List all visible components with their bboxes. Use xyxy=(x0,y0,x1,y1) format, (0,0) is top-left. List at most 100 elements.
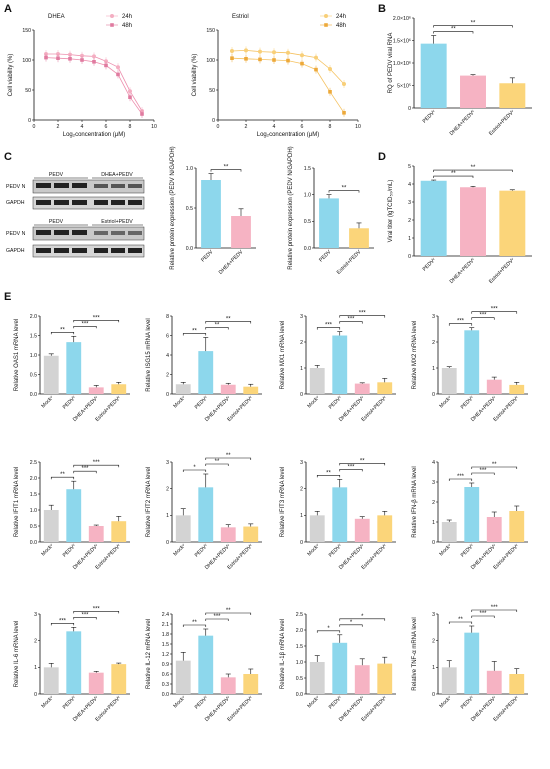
chart-e11-y-tick-label: 0.0 xyxy=(296,692,303,698)
blot1-header-dhea: DHEA+PEDV xyxy=(101,172,133,178)
x-tick-label: Mockᵛ xyxy=(306,543,320,557)
panel-label-a: A xyxy=(4,3,12,15)
chart-b: 0 5×10⁵ 1.0×10⁶ 1.5×10⁶ 2.0×10⁶ RQ of PEDV vi… xyxy=(388,16,532,137)
significance-bracket xyxy=(471,317,495,320)
bar xyxy=(66,342,82,394)
chart-e2: 0 2 4 6 8 Relative ISG15 mRNA level Mockᵛ PEDVᵛ… xyxy=(146,314,262,423)
panel-label-d: D xyxy=(378,151,386,163)
chart-a2: 0 50 100 150 Cell viability (%) 0 2 4 6 8 10 Log₂co… xyxy=(192,14,361,138)
x-tick-label: Mockᵛ xyxy=(40,395,54,409)
significance-bracket xyxy=(339,618,386,621)
data-point xyxy=(244,57,248,61)
x-tick-label: 2 xyxy=(245,124,248,130)
data-point xyxy=(128,89,132,94)
x-tick-label: PEDV xyxy=(318,249,333,264)
significance-label: ** xyxy=(60,472,65,478)
chart-e8-y-tick-label: 2 xyxy=(432,500,435,506)
chart-e5-y-tick-label: 0.0 xyxy=(30,540,37,546)
significance-label: ** xyxy=(226,453,231,459)
chart-e7-y-tick-label: 1 xyxy=(300,513,303,519)
x-tick-label: PEDVᵛ xyxy=(328,395,344,411)
significance-bracket xyxy=(433,169,513,173)
blot-set-estriol: PEDV Estriol+PEDV PEDV N GAPDH xyxy=(6,219,145,258)
blot1-band xyxy=(36,183,51,188)
chart-e12-y-tick-label: 2 xyxy=(432,638,435,644)
bar xyxy=(43,667,59,694)
significance-bracket xyxy=(328,190,360,193)
x-tick-label: 4 xyxy=(273,124,276,130)
chart-e11-y-tick-label: 1.0 xyxy=(296,660,303,666)
chart-e8: 0 1 2 3 4 Relative IFN-β mRNA level Mockᵛ PEDVᵛ… xyxy=(412,460,528,571)
x-tick-label: Estriol+PEDVᵛ xyxy=(488,109,516,137)
bar xyxy=(43,510,59,542)
chart-d-y-tick-label: 5 xyxy=(408,164,411,170)
significance-label: * xyxy=(327,626,330,632)
chart-e11-y-tick-label: 1.5 xyxy=(296,644,303,650)
significance-label: *** xyxy=(93,606,101,612)
chart-e10-y-tick-label: 2.1 xyxy=(162,622,169,628)
chart-e6-y-tick-label: 3 xyxy=(166,460,169,466)
legend-label: 24h xyxy=(122,14,132,20)
chart-e2-y-tick-label: 2 xyxy=(166,372,169,378)
chart-e8-y-tick-label: 4 xyxy=(432,460,435,466)
chart-e11: 0.0 0.5 1.0 1.5 2.0 2.5 Relative IL-1β mRNA le… xyxy=(280,612,396,723)
chart-e2-y-tick-label: 0 xyxy=(166,392,169,398)
bar xyxy=(66,631,82,694)
blot2-label-pedv-n: PEDV N xyxy=(6,231,26,237)
significance-bracket xyxy=(339,469,363,472)
bar xyxy=(309,515,325,542)
chart-b-y-tick-label: 0 xyxy=(408,106,411,112)
chart-e9-y-tick-label: 2 xyxy=(34,638,37,644)
x-tick-label: 10 xyxy=(355,124,361,130)
x-tick-label: Mockᵛ xyxy=(438,695,452,709)
bar xyxy=(441,522,457,542)
chart-e10-y-tick-label: 0.6 xyxy=(162,672,169,678)
blot1-band xyxy=(128,184,142,188)
chart-e8-y-tick-label: 0 xyxy=(432,540,435,546)
bar xyxy=(243,674,259,694)
data-point xyxy=(56,56,60,60)
bar xyxy=(354,665,370,694)
data-point xyxy=(56,52,60,56)
legend-label: 48h xyxy=(122,23,132,29)
significance-label: *** xyxy=(81,321,89,327)
chart-a2-y-tick-label: 100 xyxy=(206,58,215,64)
significance-bracket xyxy=(339,624,363,627)
bar xyxy=(111,521,127,542)
blot2-band xyxy=(111,248,125,253)
chart-e4-y-tick-label: 2 xyxy=(432,340,435,346)
chart-e3-y-tick-label: 3 xyxy=(300,314,303,320)
x-tick-label: 0 xyxy=(33,124,36,130)
blot1-band xyxy=(72,200,87,205)
chart-e10-y-axis-label: Relative IL-12 mRNA level xyxy=(146,619,152,689)
blot1-band xyxy=(54,200,69,205)
chart-e3-y-tick-label: 0 xyxy=(300,392,303,398)
significance-label: ** xyxy=(451,27,456,33)
chart-d-y-axis-label: Viral titer (lgTCID₅₀/mL) xyxy=(388,180,394,243)
significance-bracket xyxy=(205,457,252,460)
significance-bracket xyxy=(50,331,75,335)
bar xyxy=(175,660,191,694)
chart-e9-y-tick-label: 0 xyxy=(34,692,37,698)
significance-label: ** xyxy=(342,186,347,192)
chart-a2-y-tick-label: 50 xyxy=(209,88,215,94)
significance-bracket xyxy=(210,169,242,172)
significance-label: ** xyxy=(471,21,476,27)
x-tick-label: 4 xyxy=(81,124,84,130)
chart-e1-y-tick-label: 2.0 xyxy=(30,314,37,320)
chart-a1-y-tick-label: 100 xyxy=(22,58,31,64)
blot1-band xyxy=(94,200,108,205)
chart-c2-y-tick-label: 1.0 xyxy=(304,192,311,198)
significance-bracket xyxy=(73,611,120,614)
chart-e5-y-tick-label: 1.0 xyxy=(30,508,37,514)
chart-e10-y-tick-label: 2.4 xyxy=(162,612,169,618)
significance-label: *** xyxy=(213,614,221,620)
bar xyxy=(377,515,393,542)
chart-e12-y-tick-label: 3 xyxy=(432,612,435,618)
chart-e3-y-tick-label: 2 xyxy=(300,340,303,346)
x-tick-label: PEDVᵛ xyxy=(460,395,476,411)
chart-e5-y-axis-label: Relative IFIT1 mRNA level xyxy=(14,467,20,537)
data-point xyxy=(68,57,72,61)
